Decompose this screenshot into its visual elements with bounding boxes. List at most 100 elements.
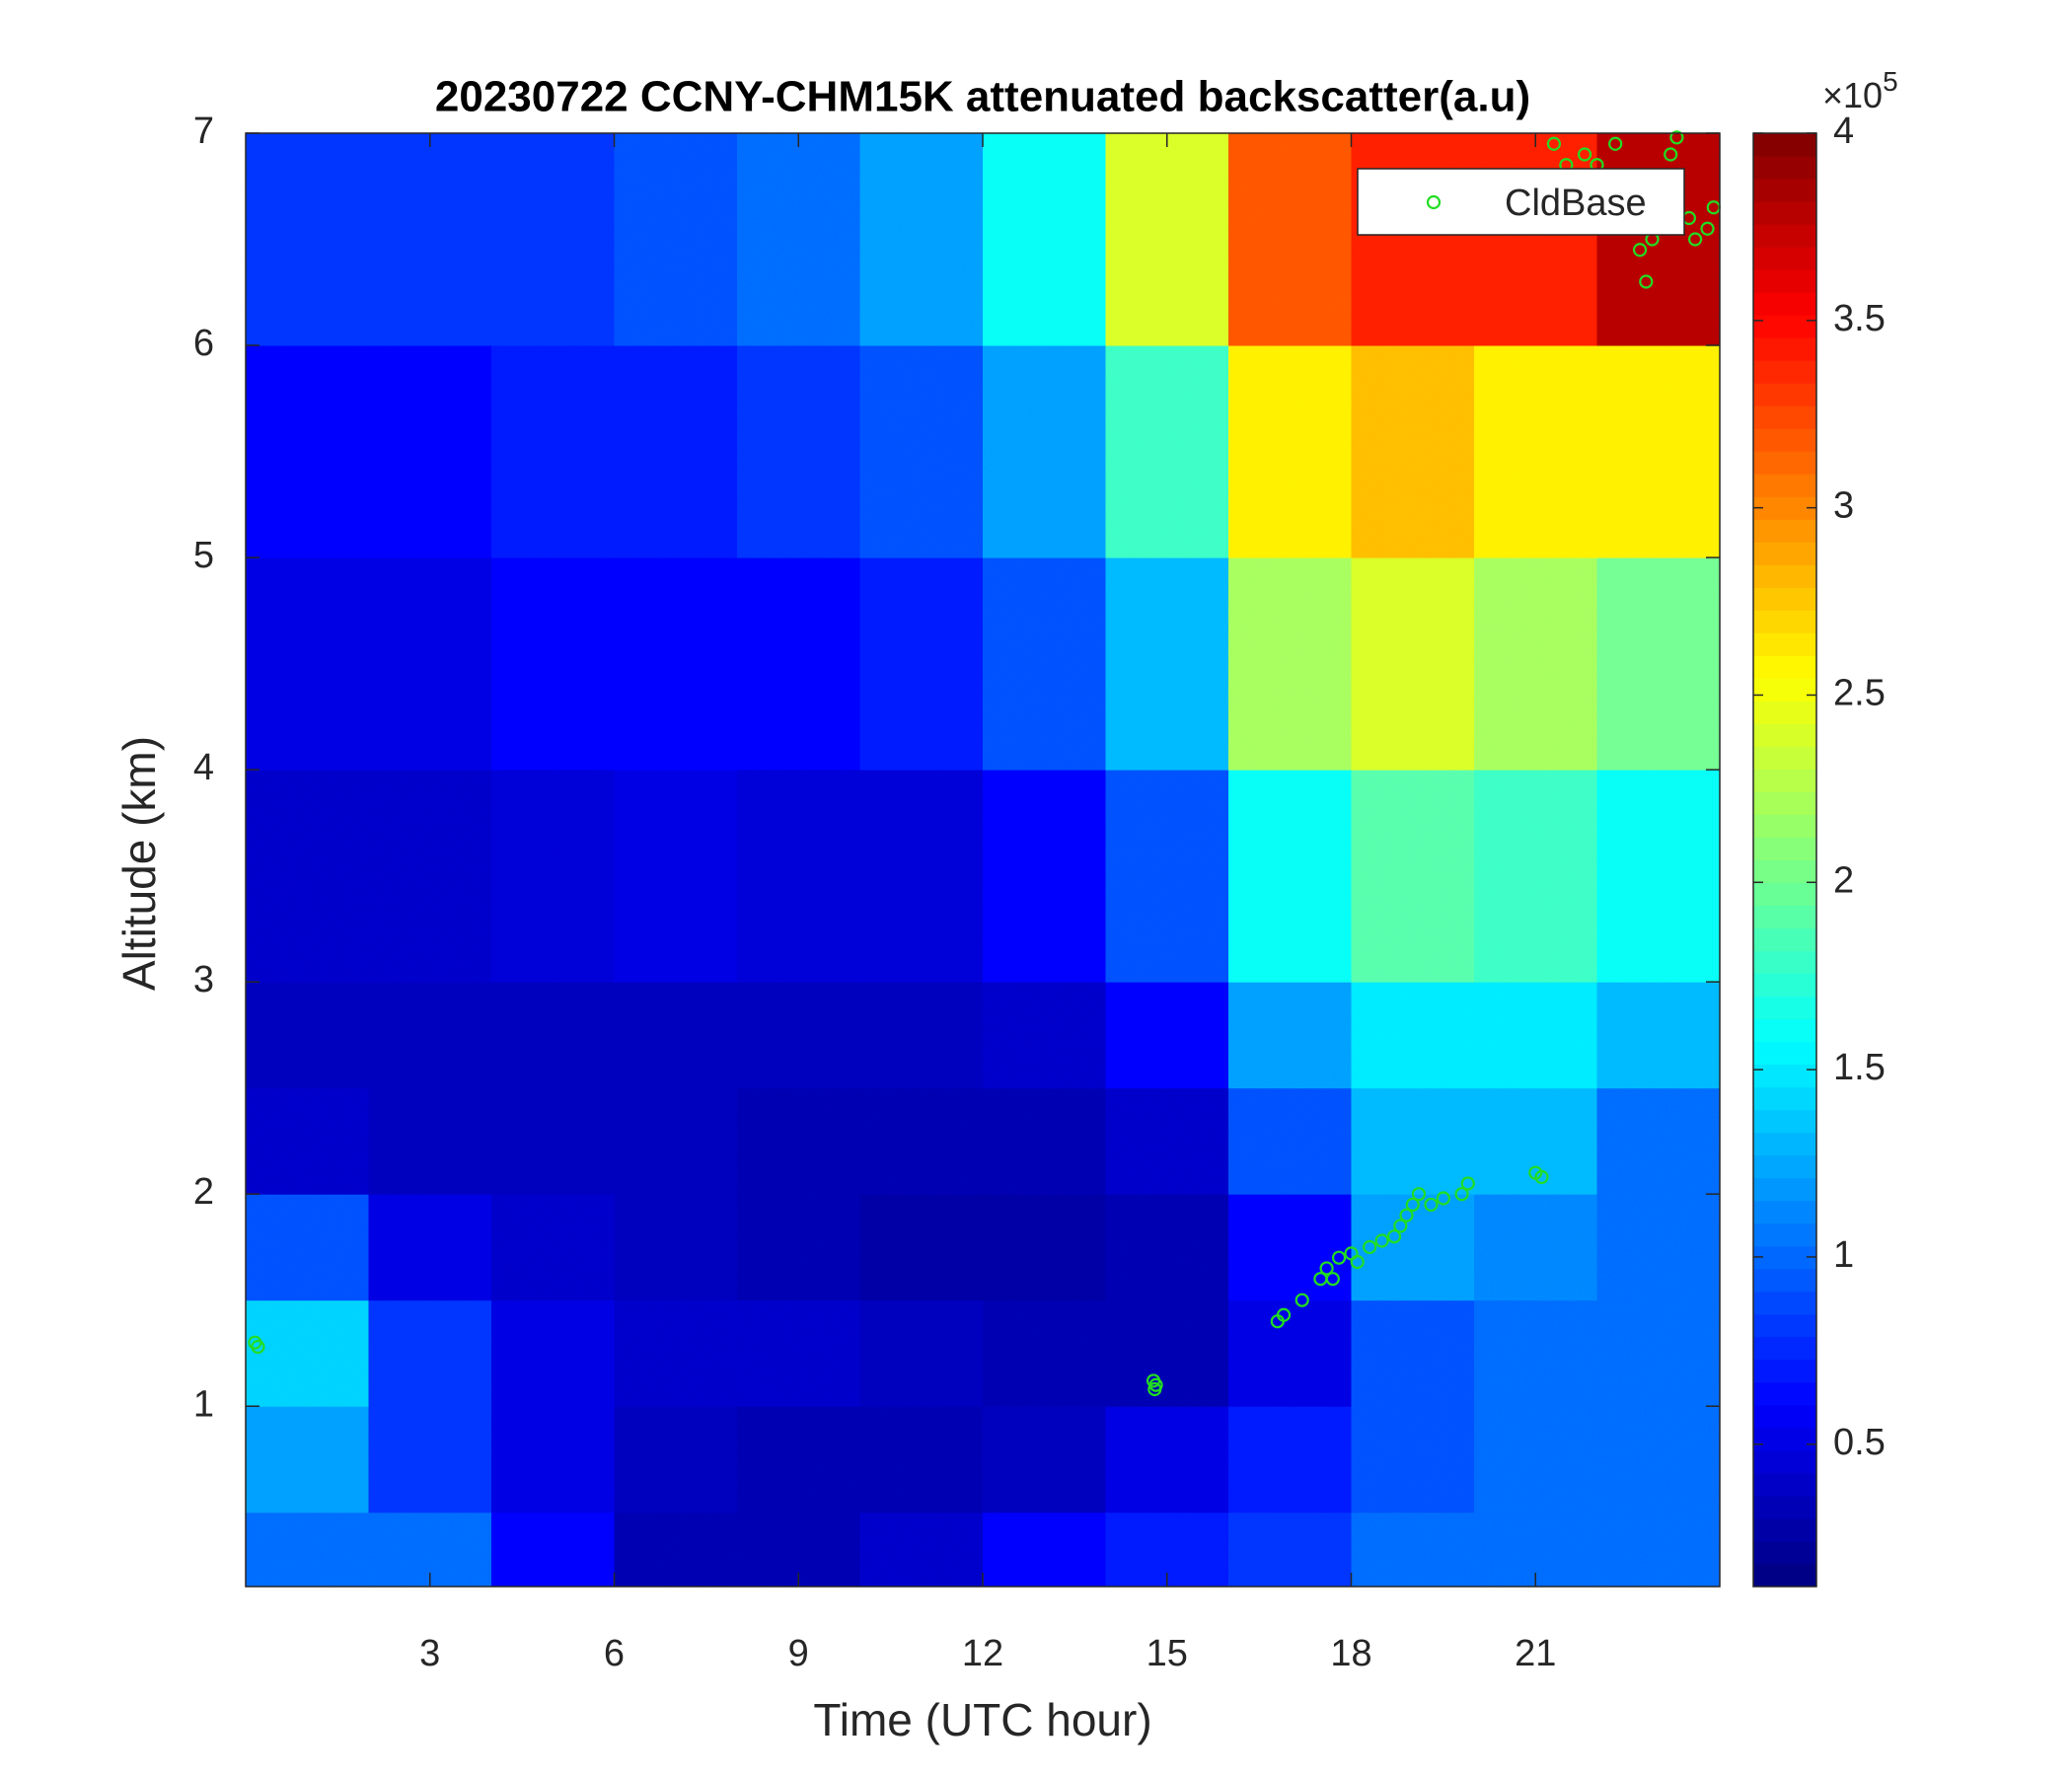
colorbar-swatch	[1753, 564, 1816, 588]
cloud-base-point	[1608, 136, 1623, 151]
colorbar-swatch	[1753, 383, 1816, 407]
colorbar-tick-label: 3	[1833, 485, 1854, 527]
cloud-base-point	[1546, 136, 1562, 151]
colorbar-swatch	[1753, 496, 1816, 520]
colorbar-swatch	[1753, 837, 1816, 860]
colorbar-swatch	[1753, 655, 1816, 679]
colorbar-swatch	[1753, 791, 1816, 815]
cloud-base-point	[1374, 1233, 1389, 1248]
colorbar-swatch	[1753, 1449, 1816, 1474]
colorbar-swatch	[1753, 814, 1816, 838]
y-tick-label: 7	[193, 111, 214, 152]
colorbar-swatch	[1753, 610, 1816, 633]
colorbar-swatch	[1753, 701, 1816, 724]
y-tick-label: 4	[193, 747, 214, 788]
cloud-base-point	[1319, 1261, 1334, 1276]
colorbar-swatch	[1753, 927, 1816, 952]
colorbar: 0.5 1 1.5 2 2.5 3 3.5 4	[1752, 111, 1886, 1588]
colorbar-swatch	[1753, 247, 1816, 270]
colorbar-swatch	[1753, 1495, 1816, 1519]
cloud-base-point	[1331, 1250, 1347, 1265]
multiplier-exponent: 5	[1883, 66, 1898, 97]
cloud-base-point	[1424, 1197, 1439, 1213]
y-tick-label: 5	[193, 535, 214, 576]
cloud-base-point	[1405, 1197, 1420, 1213]
y-tick-label: 6	[193, 323, 214, 364]
colorbar-tick-label: 3.5	[1833, 298, 1886, 339]
cloud-base-point	[1386, 1229, 1402, 1244]
colorbar-swatch	[1753, 1359, 1816, 1383]
cloud-base-point	[1460, 1176, 1475, 1191]
colorbar-tick-label: 2.5	[1833, 672, 1886, 713]
x-tick-label: 6	[604, 1633, 625, 1674]
colorbar-swatch	[1753, 1222, 1816, 1247]
colorbar-swatch	[1753, 451, 1816, 475]
cloud-base-point	[1393, 1219, 1408, 1233]
colorbar-swatch	[1753, 723, 1816, 747]
colorbar-swatch	[1753, 1018, 1816, 1043]
colorbar-swatch	[1753, 587, 1816, 611]
cloud-base-point	[1276, 1307, 1292, 1322]
colorbar-swatch	[1753, 201, 1816, 225]
colorbar-swatch	[1753, 1563, 1816, 1588]
colorbar-swatch	[1753, 882, 1816, 907]
colorbar-swatch	[1753, 1154, 1816, 1179]
colorbar-swatch	[1753, 519, 1816, 543]
colorbar-tick-label: 2	[1833, 859, 1854, 901]
colorbar-swatch	[1753, 406, 1816, 429]
y-axis-label: Altitude (km)	[113, 736, 165, 991]
cloud-base-point	[1363, 1239, 1377, 1255]
colorbar-swatch	[1753, 1245, 1816, 1270]
colorbar-swatch	[1753, 1427, 1816, 1451]
y-tick-label: 1	[193, 1383, 214, 1425]
y-tick-label: 2	[193, 1171, 214, 1213]
cloud-base-point	[1632, 243, 1648, 258]
colorbar-swatch	[1753, 360, 1816, 384]
colorbar-swatch	[1753, 1064, 1816, 1088]
colorbar-swatch	[1753, 632, 1816, 656]
colorbar-tick-label: 1	[1833, 1234, 1854, 1276]
colorbar-swatch	[1753, 1517, 1816, 1542]
legend-box	[1357, 168, 1685, 236]
colorbar-swatch	[1753, 1291, 1816, 1315]
colorbar-swatch	[1753, 1177, 1816, 1202]
legend-marker	[1426, 194, 1442, 210]
colorbar-swatch	[1753, 133, 1816, 157]
colorbar-swatch	[1753, 292, 1816, 316]
colorbar-swatch	[1753, 905, 1816, 929]
cloud-base-point	[1639, 274, 1654, 289]
colorbar-swatch	[1753, 179, 1816, 202]
colorbar-swatch	[1753, 269, 1816, 293]
colorbar-swatch	[1753, 1041, 1816, 1066]
colorbar-swatch	[1753, 973, 1816, 998]
x-tick-label: 15	[1147, 1633, 1188, 1674]
colorbar-swatch	[1753, 315, 1816, 338]
cloud-base-point	[1436, 1191, 1450, 1206]
cloud-base-point	[1295, 1293, 1309, 1307]
cloud-base-point	[251, 1339, 265, 1355]
x-tick-label: 3	[419, 1633, 440, 1674]
cloud-base-point	[1669, 130, 1684, 145]
colorbar-swatch	[1753, 678, 1816, 702]
colorbar-swatch	[1753, 746, 1816, 770]
colorbar-swatch	[1753, 950, 1816, 975]
colorbar-frame	[1752, 132, 1817, 1588]
colorbar-tick-label: 1.5	[1833, 1047, 1886, 1088]
legend: CldBase	[1357, 168, 1685, 236]
cloud-base-point	[1454, 1187, 1469, 1202]
cloud-base-point	[1325, 1272, 1340, 1287]
colorbar-swatch	[1753, 996, 1816, 1020]
colorbar-swatch	[1753, 769, 1816, 792]
colorbar-swatch	[1753, 156, 1816, 180]
colorbar-swatch	[1753, 1313, 1816, 1338]
colorbar-swatch	[1753, 1200, 1816, 1224]
cloud-base-point	[1350, 1254, 1365, 1270]
legend-label: CldBase	[1505, 183, 1647, 224]
x-tick-label: 21	[1515, 1633, 1556, 1674]
colorbar-swatch	[1753, 1381, 1816, 1406]
colorbar-swatch	[1753, 1086, 1816, 1111]
cloud-base-point	[1411, 1187, 1427, 1202]
